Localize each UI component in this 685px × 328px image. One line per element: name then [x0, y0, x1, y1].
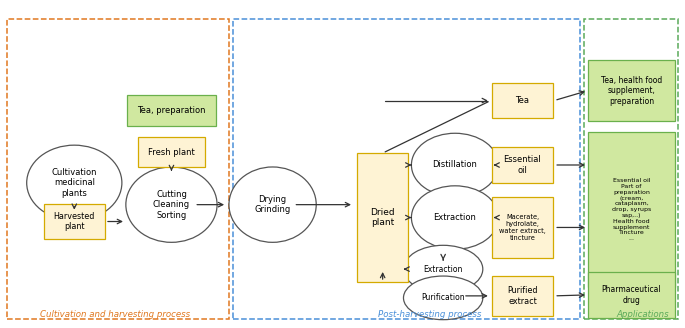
Text: Fresh plant: Fresh plant [148, 148, 195, 156]
Text: Purification: Purification [421, 293, 465, 302]
Text: Distillation: Distillation [433, 160, 477, 170]
Ellipse shape [412, 186, 499, 249]
Ellipse shape [229, 167, 316, 242]
FancyBboxPatch shape [492, 276, 553, 316]
Text: Essential
oil: Essential oil [503, 155, 541, 175]
Ellipse shape [403, 245, 483, 293]
FancyBboxPatch shape [492, 197, 553, 258]
FancyBboxPatch shape [492, 147, 553, 183]
Text: Cultivation and harvesting process: Cultivation and harvesting process [40, 310, 190, 319]
Text: Macerate,
hydrolate,
water extract,
tincture: Macerate, hydrolate, water extract, tinc… [499, 214, 546, 241]
FancyBboxPatch shape [138, 137, 206, 167]
Text: Applications: Applications [616, 310, 669, 319]
Text: Dried
plant: Dried plant [371, 208, 395, 227]
Text: Tea, preparation: Tea, preparation [137, 106, 206, 115]
FancyBboxPatch shape [127, 94, 216, 126]
Ellipse shape [403, 276, 483, 320]
FancyBboxPatch shape [357, 153, 408, 282]
Text: Extraction: Extraction [434, 213, 477, 222]
Text: Post-harvesting process: Post-harvesting process [377, 310, 481, 319]
Text: Pharmaceutical
drug: Pharmaceutical drug [601, 285, 661, 305]
Text: Tea, health food
supplement,
preparation: Tea, health food supplement, preparation [601, 76, 662, 106]
FancyBboxPatch shape [44, 204, 105, 239]
FancyBboxPatch shape [588, 272, 675, 318]
Text: Harvested
plant: Harvested plant [53, 212, 95, 231]
Text: Cultivation
medicinal
plants: Cultivation medicinal plants [51, 168, 97, 198]
Ellipse shape [126, 167, 217, 242]
Ellipse shape [27, 145, 122, 220]
Text: Tea: Tea [516, 96, 530, 105]
FancyBboxPatch shape [588, 132, 675, 287]
Text: Purified
extract: Purified extract [507, 286, 538, 306]
Text: Extraction: Extraction [423, 265, 463, 274]
Text: Drying
Grinding: Drying Grinding [254, 195, 290, 215]
Text: Cutting
Cleaning
Sorting: Cutting Cleaning Sorting [153, 190, 190, 219]
Text: Essential oil
Part of
preparation
(cream,
cataplasm,
drop, syrups
sap,..)
Health: Essential oil Part of preparation (cream… [612, 178, 651, 241]
Ellipse shape [412, 133, 499, 197]
FancyBboxPatch shape [492, 83, 553, 118]
FancyBboxPatch shape [588, 60, 675, 121]
